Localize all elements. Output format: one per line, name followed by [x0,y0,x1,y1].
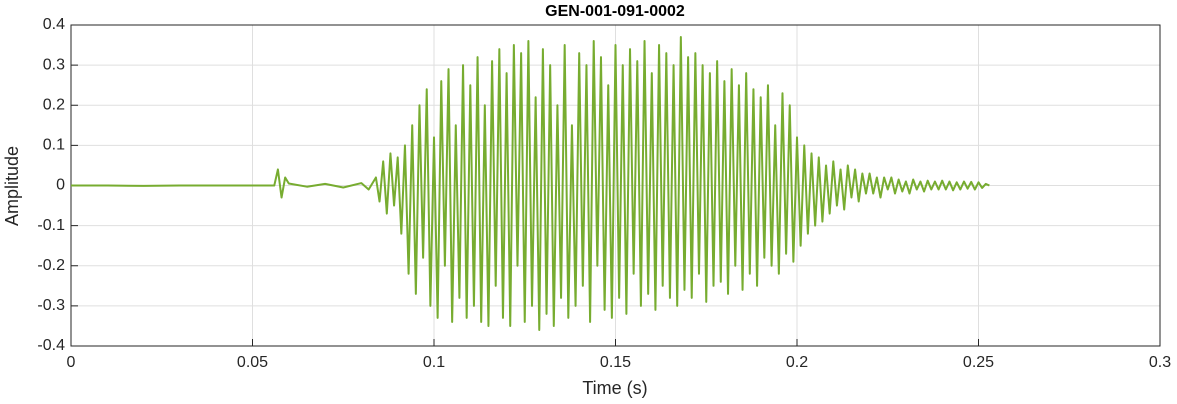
y-tick-label: -0.2 [37,257,65,274]
x-tick-label: 0.3 [1149,354,1171,371]
y-tick-label: -0.1 [37,217,65,234]
waveform-line [71,36,990,331]
y-tick-label: 0.3 [43,56,65,73]
y-tick-label: 0.2 [43,96,65,113]
x-tick-label: 0.2 [786,354,808,371]
y-tick-label: -0.4 [37,337,65,354]
x-tick-label: 0 [67,354,76,371]
y-tick-label: 0 [56,177,65,194]
x-axis-label: Time (s) [582,378,647,398]
y-tick-label: 0.4 [43,16,65,33]
y-axis-label: Amplitude [2,146,22,226]
x-tick-label: 0.15 [600,354,631,371]
x-tick-label: 0.05 [237,354,268,371]
x-tick-label: 0.25 [963,354,994,371]
y-tick-label: -0.3 [37,297,65,314]
x-tick-label: 0.1 [423,354,445,371]
y-tick-label: 0.1 [43,137,65,154]
chart-title: GEN-001-091-0002 [545,3,685,20]
